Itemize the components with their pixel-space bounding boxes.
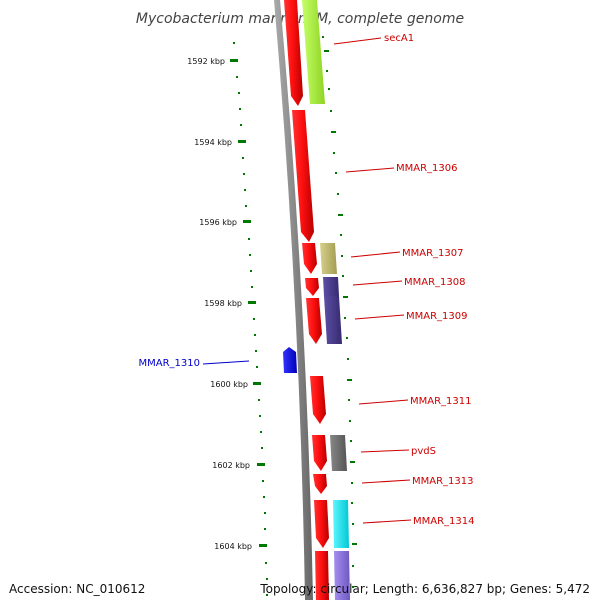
gene-label-seca1: secA1 bbox=[384, 33, 414, 44]
connector-mmar-1310 bbox=[202, 360, 250, 365]
connector-mmar-1309 bbox=[354, 314, 405, 320]
tick-label-1600: 1600 kbp bbox=[210, 380, 248, 389]
cog-blocks bbox=[302, 0, 350, 600]
gene-arrow-next bbox=[315, 551, 329, 600]
tick-mark-1600 bbox=[253, 382, 261, 385]
tick-label-1598: 1598 kbp bbox=[204, 299, 242, 308]
gene-label-mmar-1308: MMAR_1308 bbox=[404, 277, 466, 288]
gene-label-pvds: pvdS bbox=[411, 446, 436, 457]
tick-label-1604: 1604 kbp bbox=[214, 542, 252, 551]
gene-arrow-pvds bbox=[312, 435, 327, 471]
connector-mmar-1308 bbox=[352, 280, 403, 286]
tick-mark-1596 bbox=[243, 220, 251, 223]
connector-mmar-1313 bbox=[361, 479, 411, 484]
map-title: Mycobacterium marinum M, complete genome bbox=[136, 11, 464, 27]
cog-block-mmar-1314 bbox=[333, 500, 349, 548]
cog-block-secA1 bbox=[302, 0, 325, 104]
tick-label-1602: 1602 kbp bbox=[212, 461, 250, 470]
gene-arrow-mmar-1307 bbox=[302, 243, 317, 274]
tick-label-1594: 1594 kbp bbox=[194, 138, 232, 147]
genome-backbone bbox=[274, 0, 313, 600]
connector-mmar-1311 bbox=[358, 399, 409, 405]
tick-mark-1592 bbox=[230, 59, 238, 62]
gene-arrow-mmar-1311 bbox=[310, 376, 326, 424]
connector-pvds bbox=[360, 449, 410, 453]
tick-label-1596: 1596 kbp bbox=[199, 218, 237, 227]
cog-block-mmar-1309 bbox=[324, 296, 342, 344]
gene-arrow-mmar-1313 bbox=[313, 474, 327, 494]
gene-label-mmar-1311: MMAR_1311 bbox=[410, 396, 472, 407]
label-connectors bbox=[202, 37, 412, 524]
gene-arrow-mmar-1306 bbox=[292, 110, 314, 242]
connector-seca1 bbox=[333, 37, 382, 45]
forward-genes bbox=[284, 0, 329, 600]
axis-ticks: 1592 kbp 1594 kbp 1596 kbp 1598 kbp 1600… bbox=[187, 57, 267, 551]
accession-text: Accession: NC_010612 bbox=[9, 582, 146, 596]
gene-arrow-mmar-1310 bbox=[283, 347, 297, 373]
cog-block-mmar-1308 bbox=[323, 277, 339, 296]
gene-label-mmar-1307: MMAR_1307 bbox=[402, 248, 464, 259]
tick-label-1592: 1592 kbp bbox=[187, 57, 225, 66]
left-tick-dots bbox=[233, 42, 268, 596]
gene-labels: secA1 MMAR_1306 MMAR_1307 MMAR_1308 MMAR… bbox=[139, 33, 475, 527]
connector-mmar-1307 bbox=[350, 251, 401, 258]
gene-label-mmar-1309: MMAR_1309 bbox=[406, 311, 468, 322]
gene-label-mmar-1306: MMAR_1306 bbox=[396, 163, 458, 174]
right-tick-dots bbox=[322, 36, 357, 588]
gene-arrow-mmar-1308 bbox=[305, 278, 319, 296]
gene-label-mmar-1314: MMAR_1314 bbox=[413, 516, 475, 527]
cog-block-pvds bbox=[330, 435, 347, 471]
cog-block-mmar-1307 bbox=[320, 243, 337, 274]
tick-mark-1602 bbox=[257, 463, 265, 466]
gene-arrow-mmar-1309 bbox=[306, 298, 322, 344]
tick-mark-1598 bbox=[248, 301, 256, 304]
tick-mark-1604 bbox=[259, 544, 267, 547]
genome-stats-text: Topology: circular; Length: 6,636,827 bp… bbox=[260, 582, 590, 596]
gene-arrow-seca1 bbox=[284, 0, 303, 106]
tick-mark-1594 bbox=[238, 140, 246, 143]
gene-label-mmar-1313: MMAR_1313 bbox=[412, 476, 474, 487]
gene-arrow-mmar-1314 bbox=[314, 500, 329, 548]
gene-label-mmar-1310: MMAR_1310 bbox=[139, 358, 201, 369]
connector-mmar-1306 bbox=[345, 167, 395, 173]
cog-block-next bbox=[334, 551, 350, 600]
connector-mmar-1314 bbox=[362, 519, 412, 524]
